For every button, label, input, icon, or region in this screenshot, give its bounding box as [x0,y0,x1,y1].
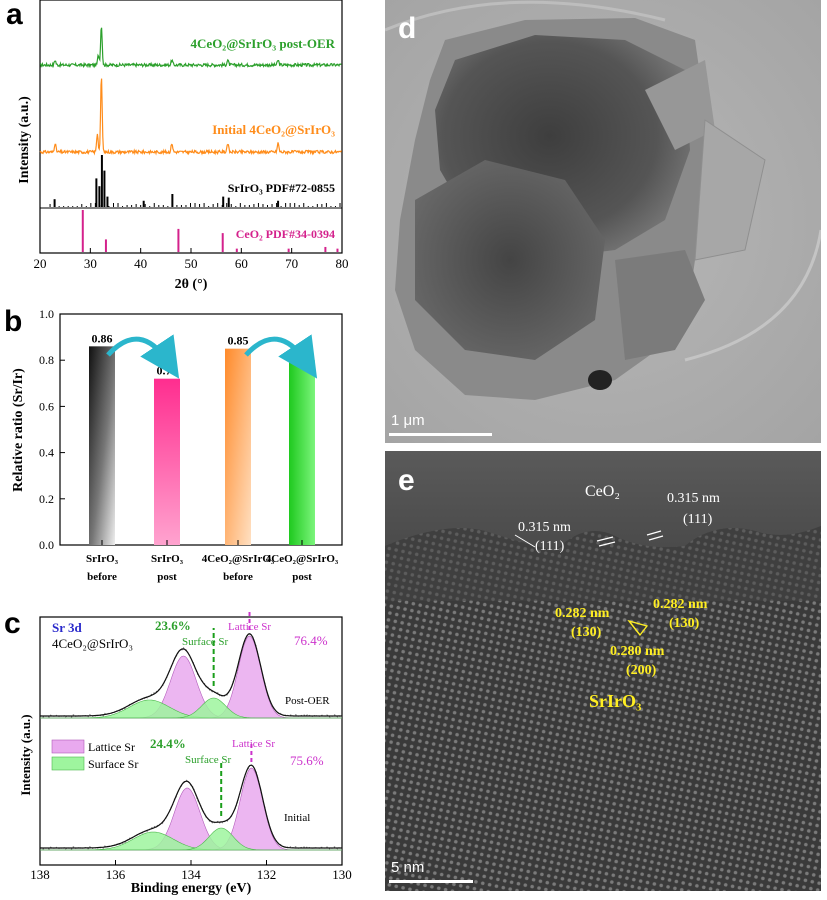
xrd-label-srirO3: SrIrO₃ PDF#72-0855 [228,181,335,195]
hrtem-yellow-p3: (200) [626,663,657,678]
bar-ytick-label: 0.0 [39,538,54,552]
xrd-label-ceo2: CeO₂ PDF#34-0394 [236,227,335,241]
hrtem-d-spacing-2: 0.315 nm [667,491,720,506]
hrtem-scale-bar [389,880,473,883]
bar-category-label: 4CeO₂@SrIrO₃ [202,553,275,565]
hrtem-ceo2-label: CeO₂ [585,483,620,500]
hrtem-yellow-p2: (130) [669,616,700,631]
hrtem-yellow-d3: 0.280 nm [610,644,665,659]
xps-xtick-label: 134 [181,867,201,882]
legend-label-lattice: Lattice Sr [88,740,135,754]
hrtem-d-spacing-1: 0.315 nm [518,520,571,535]
xps-bottom-lattice-pct: 75.6% [290,753,324,768]
tem-scale-bar [389,433,492,436]
panel-d-letter: d [398,12,417,45]
tem-image-drawing [385,0,821,443]
xps-post-fit [40,633,342,717]
xps-xlabel: Binding energy (eV) [131,881,252,896]
panel-c-letter: c [4,607,21,640]
bar-frame [59,313,343,546]
xps-chart: 138 136 134 132 130 Sr 3d 4CeO₂@SrIrO₃ Inten… [18,612,352,896]
bar-ytick-label: 0.6 [39,399,54,413]
legend-swatch-surface [51,756,85,771]
bar-ytick-label: 0.8 [39,353,54,367]
xrd-line-initial [39,78,342,156]
xps-xtick-label: 138 [30,867,50,882]
bar-category-label: 4CeO₂@SrIrO₃ [266,553,339,565]
xrd-line-post-oer [39,27,342,69]
bar-category-sublabel: post [292,571,312,583]
xps-xtick-label: 132 [257,867,277,882]
xps-title2: 4CeO₂@SrIrO₃ [52,636,133,651]
bar-ytick-label: 0.2 [39,492,54,506]
xps-top-label: Post-OER [285,695,330,707]
xrd-chart: 20 30 40 50 60 70 80 Intensity (a.u.) 2θ (°) 4… [17,0,349,292]
bar-2 [154,378,180,545]
legend-swatch-lattice [51,739,85,754]
hrtem-image-drawing [385,451,821,891]
ratio-bar-chart: 0.0 0.2 0.4 0.6 0.8 1.0 0.86 SrIrO₃ before 0.72 S… [11,307,343,583]
legend-label-surface: Surface Sr [88,757,138,771]
xrd-xlabel: 2θ (°) [175,277,208,292]
xrd-xtick-label: 80 [336,256,349,271]
xps-bottom-label: Initial [284,812,310,824]
xrd-xtick-label: 60 [235,256,248,271]
xrd-xtick-label: 50 [185,256,198,271]
hrtem-yellow-p1: (130) [571,625,602,640]
xps-xtick-label: 136 [106,867,126,882]
bar-ytick-label: 0.4 [39,446,54,460]
bar-category-sublabel: before [87,571,117,583]
bar-category-label: SrIrO₃ [151,553,184,565]
xrd-xtick-label: 20 [34,256,47,271]
tem-scale-label: 1 μm [391,412,425,429]
bar-ylabel: Relative ratio (Sr/Ir) [11,368,26,492]
tem-image: 1 μm [385,0,821,443]
panel-b-letter: b [4,305,23,338]
xps-post-component-4 [40,697,342,719]
xrd-xtick-label: 30 [84,256,97,271]
xps-top-surface-name: Surface Sr [182,636,228,648]
xps-bottom-lattice-name: Lattice Sr [232,738,275,750]
xps-bottom-surface-name: Surface Sr [185,754,231,766]
hrtem-plane-1: (111) [535,539,565,554]
bar-ytick-label: 1.0 [39,307,54,321]
xps-post-component-1 [40,655,342,719]
bar-1 [89,346,115,545]
bar-value-label: 0.86 [92,331,113,345]
bar-value-label: 0.85 [228,334,249,348]
hrtem-yellow-d2: 0.282 nm [653,597,708,612]
xps-top-surface-pct: 23.6% [155,618,191,633]
panel-a-letter: a [6,0,23,31]
panel-e-letter: e [398,464,415,497]
xps-xtick-label: 130 [332,867,352,882]
bar-category-sublabel: post [157,571,177,583]
bar-4 [289,360,315,545]
arrow-2 [244,334,318,379]
xps-post-raw [39,632,343,718]
xps-initial-component-4 [40,827,342,851]
xrd-ylabel: Intensity (a.u.) [17,96,32,184]
bar-3 [225,348,251,545]
xrd-xtick-label: 40 [134,256,147,271]
xps-top-lattice-pct: 76.4% [294,633,328,648]
xps-ylabel: Intensity (a.u.) [18,714,33,795]
xps-initial-raw [39,764,343,850]
arrow-1 [106,334,180,379]
xps-initial-fit [40,764,342,849]
xps-bottom-surface-pct: 24.4% [150,736,186,751]
hrtem-scale-label: 5 nm [391,859,425,876]
bar-category-label: SrIrO₃ [86,553,119,565]
xrd-label-initial: Initial 4CeO₂@SrIrO₃ [212,122,335,137]
hrtem-image: CeO₂ 0.315 nm (111) 0.315 nm (111) 0.282… [385,451,821,891]
hrtem-phase-label: SrIrO₃ [589,691,642,711]
bar-category-sublabel: before [223,571,253,583]
xps-top-lattice-name: Lattice Sr [228,621,271,633]
bar-value-label: 0.72 [157,364,178,378]
hrtem-plane-2: (111) [683,512,713,527]
xrd-xtick-label: 70 [285,256,298,271]
xps-title1: Sr 3d [52,620,83,635]
hrtem-yellow-d1: 0.282 nm [555,606,610,621]
xrd-label-post: 4CeO₂@SrIrO₃ post-OER [191,36,336,51]
